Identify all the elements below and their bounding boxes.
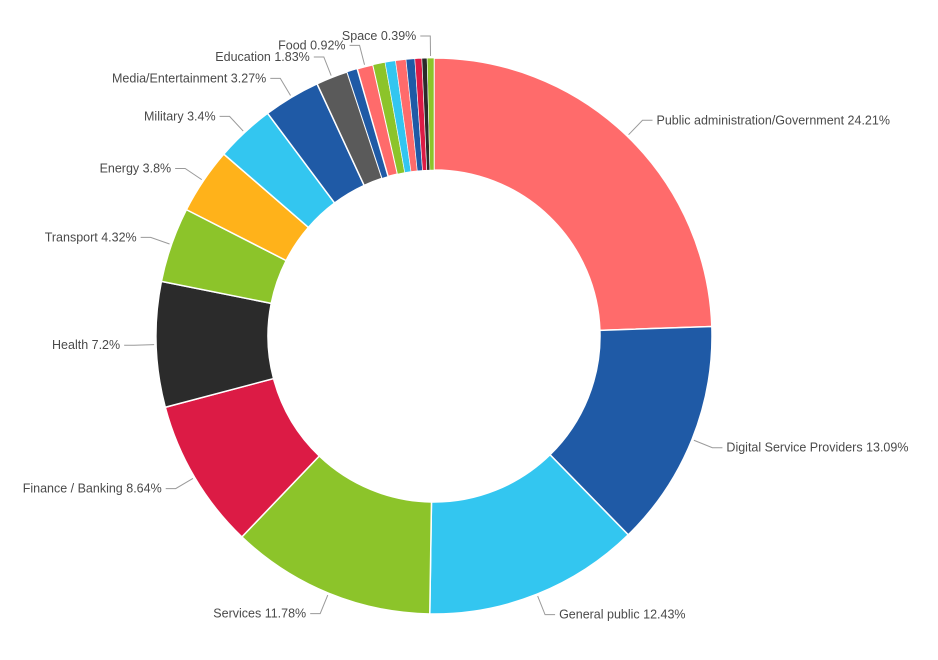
leader-line-0 (628, 119, 653, 136)
slices-group (155, 57, 713, 615)
slice-label-public: Public administration/Government 24.21% (656, 113, 889, 127)
leader-line-9 (270, 77, 291, 96)
leader-line-6 (140, 236, 170, 245)
leader-line-3 (310, 594, 329, 615)
leader-line-1 (693, 439, 723, 449)
slice-label-military: Military 3.4% (144, 109, 216, 123)
leader-line-7 (175, 167, 203, 181)
slice-19-space (426, 57, 435, 171)
slice-label-general: General public 12.43% (559, 608, 685, 622)
leader-line-5 (124, 344, 155, 346)
leader-line-4 (165, 477, 194, 490)
slice-label-transport: Transport 4.32% (45, 230, 137, 244)
leader-line-8 (219, 115, 244, 132)
slice-label-space: Space 0.39% (342, 29, 416, 43)
slice-label-health: Health 7.2% (52, 338, 120, 352)
slice-label-education: Education 1.83% (215, 50, 310, 64)
leader-line-19 (420, 35, 432, 57)
slice-label-digital: Digital Service Providers 13.09% (726, 441, 908, 455)
slice-label-energy: Energy 3.8% (100, 161, 172, 175)
slice-label-finance: Finance / Banking 8.64% (23, 482, 162, 496)
slice-label-food: Food 0.92% (278, 38, 345, 52)
leader-line-12 (349, 44, 366, 65)
leader-lines-group (124, 35, 723, 616)
slice-label-mediaentertainment: Media/Entertainment 3.27% (112, 71, 266, 85)
labels-group: Public administration/Government 24.21% D… (23, 29, 909, 622)
leader-line-10 (313, 56, 332, 76)
slice-0-public (433, 57, 713, 332)
slice-label-services: Services 11.78% (213, 607, 306, 621)
leader-line-2 (537, 595, 556, 616)
